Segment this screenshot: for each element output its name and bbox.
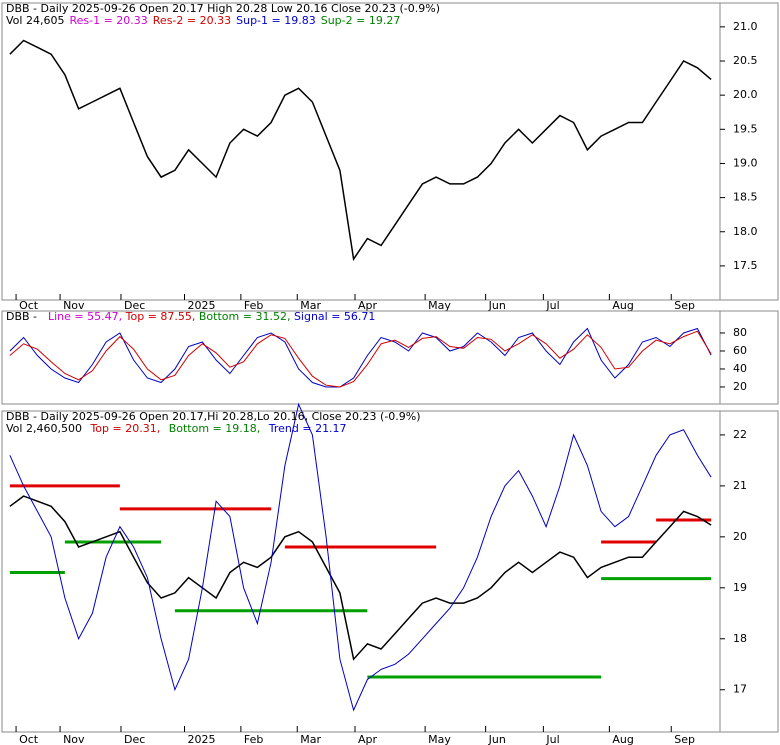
y-tick-label: 60: [733, 344, 747, 357]
legend-entry: Top = 87.55,: [125, 310, 199, 323]
x-tick-label: 2025: [188, 299, 216, 312]
x-tick-label: Mar: [300, 733, 321, 745]
chart-title: DBB - Daily 2025-09-26 Open 20.17 High 2…: [6, 2, 440, 15]
panel-frame: [1, 2, 779, 301]
x-tick-label: Aug: [612, 733, 633, 745]
legend: Vol 24,605 Res-1 = 20.33 Res-2 = 20.33 Sup-…: [6, 14, 400, 27]
series-line: [9, 402, 712, 712]
x-tick-label: Mar: [300, 299, 321, 312]
x-tick-label: Nov: [63, 733, 85, 745]
series-line: [9, 39, 712, 262]
x-tick-label: Apr: [358, 299, 378, 312]
panel-frame: [1, 310, 779, 405]
x-tick-label: Oct: [19, 299, 39, 312]
y-tick-label: 18: [733, 632, 747, 645]
y-tick-label: 20.5: [733, 54, 758, 67]
legend-entry: Bottom = 31.52,: [199, 310, 294, 323]
x-tick-label: Jun: [488, 299, 506, 312]
x-tick-label: Jul: [545, 299, 559, 312]
series-line: [9, 495, 712, 661]
x-tick-label: Apr: [358, 733, 378, 745]
x-tick-label: Aug: [612, 299, 633, 312]
y-tick-label: 21: [733, 479, 747, 492]
chart-title: DBB - Daily 2025-09-26 Open 20.17,Hi 20.…: [6, 410, 421, 423]
y-tick-label: 17: [733, 683, 747, 696]
y-tick-label: 20: [733, 530, 747, 543]
legend-entry: Signal = 56.71: [294, 310, 376, 323]
y-tick-label: 19.0: [733, 156, 758, 169]
series-line: [9, 327, 712, 388]
x-tick-label: Oct: [19, 733, 39, 745]
legend-entry: Line = 55.47,: [48, 310, 126, 323]
legend-entry: Top = 20.31,: [89, 422, 163, 435]
y-tick-label: 19: [733, 581, 747, 594]
x-tick-label: Sep: [674, 299, 695, 312]
y-tick-label: 80: [733, 326, 747, 339]
legend-entry: Res-1 = 20.33: [69, 14, 147, 27]
legend-entry: Trend = 21.17: [268, 422, 347, 435]
x-tick-label: Jun: [488, 733, 506, 745]
y-tick-label: 20: [733, 380, 747, 393]
legend-entry: Vol 2,460,500: [6, 422, 85, 435]
x-tick-label: Nov: [63, 299, 85, 312]
legend: Line = 55.47, Top = 87.55, Bottom = 31.5…: [48, 310, 375, 323]
legend-entry: Sup-2 = 19.27: [321, 14, 401, 27]
legend-entry: Sup-1 = 19.83: [236, 14, 316, 27]
x-tick-label: Feb: [244, 299, 263, 312]
panel-frame: [1, 410, 779, 733]
x-tick-label: Dec: [124, 733, 145, 745]
x-tick-label: Sep: [674, 733, 695, 745]
chart-title: DBB -: [6, 310, 37, 323]
legend-entry: Bottom = 19.18,: [169, 422, 264, 435]
y-tick-label: 18.0: [733, 225, 758, 238]
y-tick-label: 22: [733, 428, 747, 441]
x-tick-label: May: [428, 299, 451, 312]
x-tick-label: Feb: [244, 733, 263, 745]
legend-entry: Res-2 = 20.33: [153, 14, 231, 27]
y-tick-label: 20.0: [733, 88, 758, 101]
y-tick-label: 21.0: [733, 20, 758, 33]
series-line: [9, 330, 712, 388]
legend-entry: Vol 24,605: [6, 14, 64, 27]
x-tick-label: May: [428, 733, 451, 745]
y-tick-label: 17.5: [733, 259, 758, 272]
y-tick-label: 19.5: [733, 122, 758, 135]
legend: Vol 2,460,500 Top = 20.31, Bottom = 19.1…: [6, 422, 347, 435]
x-tick-label: 2025: [188, 733, 216, 745]
y-tick-label: 18.5: [733, 191, 758, 204]
x-tick-label: Dec: [124, 299, 145, 312]
x-tick-label: Jul: [545, 733, 559, 745]
y-tick-label: 40: [733, 362, 747, 375]
